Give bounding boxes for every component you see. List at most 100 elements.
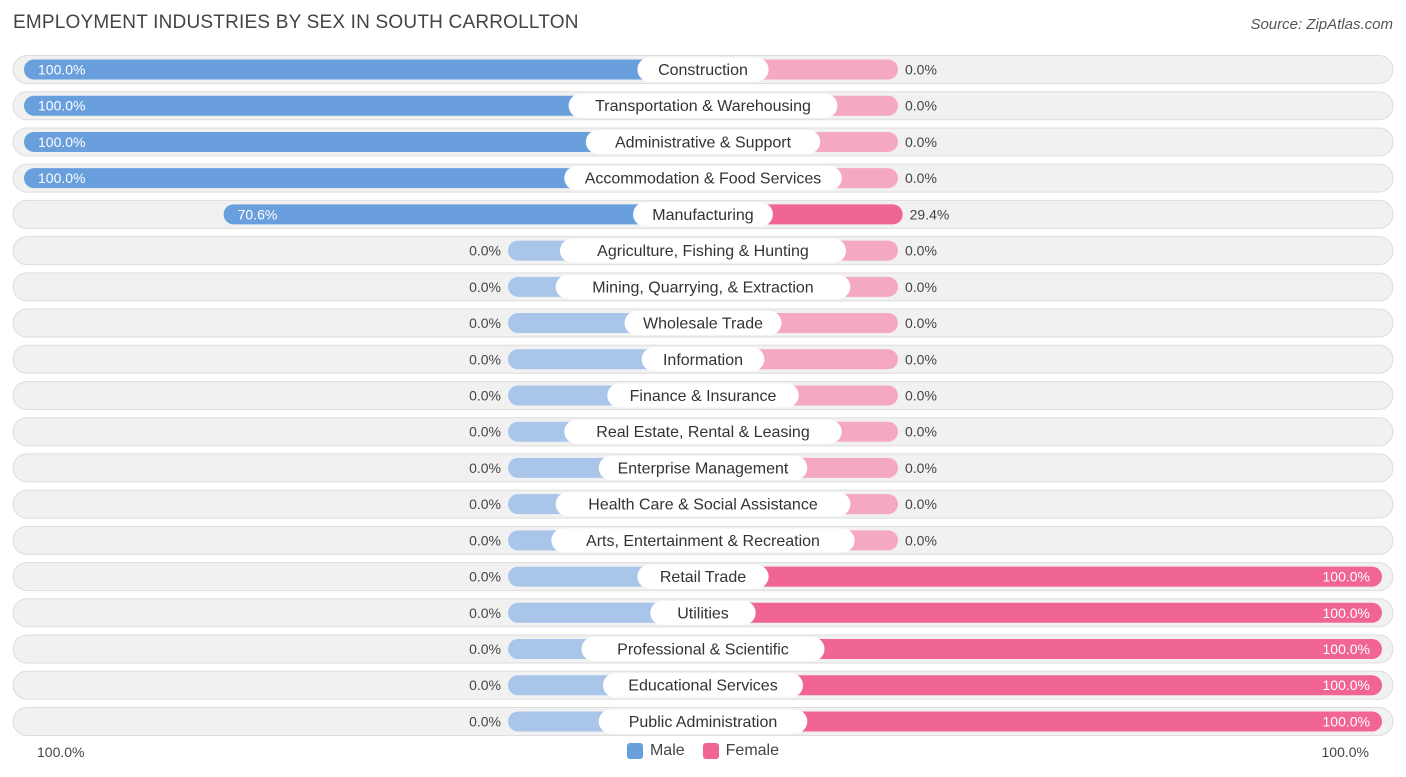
data-label-female: 0.0% (905, 496, 937, 512)
data-label-male: 0.0% (469, 677, 501, 693)
data-label-female: 0.0% (905, 315, 937, 331)
data-label-male: 100.0% (38, 134, 85, 150)
legend-item-female: Female (702, 742, 779, 760)
data-label-female: 0.0% (905, 532, 937, 548)
data-label-male: 0.0% (469, 605, 501, 621)
category-label: Accommodation & Food Services (585, 171, 822, 188)
chart-row: 0.0% 0.0% Real Estate, Rental & Leasing (12, 417, 1394, 447)
data-label-male: 70.6% (238, 206, 278, 222)
category-label: Public Administration (629, 714, 778, 731)
chart-row: 0.0% 0.0% Arts, Entertainment & Recreation (12, 525, 1394, 555)
data-label-female: 0.0% (905, 387, 937, 403)
category-label-pill (637, 564, 769, 589)
chart-row: 0.0% 0.0% Agriculture, Fishing & Hunting (12, 236, 1394, 266)
category-label-pill (641, 347, 765, 372)
data-label-male: 0.0% (469, 279, 501, 295)
category-label-pill (551, 528, 855, 553)
legend-item-male: Male (626, 742, 685, 760)
chart-row: 0.0% 100.0% Retail Trade (12, 562, 1394, 592)
chart-row: 100.0% 0.0% Construction (12, 55, 1394, 84)
bar-female (703, 639, 1382, 660)
data-label-male: 0.0% (469, 387, 501, 403)
bar-male (24, 59, 703, 80)
bar-male (223, 204, 703, 225)
chart-title: EMPLOYMENT INDUSTRIES BY SEX IN SOUTH CA… (13, 12, 579, 33)
data-label-female: 0.0% (905, 170, 937, 186)
category-label-pill (585, 129, 821, 154)
legend-swatch-male (626, 743, 643, 759)
data-label-male: 0.0% (469, 243, 501, 259)
data-label-male: 100.0% (38, 62, 85, 78)
data-label-female: 0.0% (905, 62, 937, 78)
chart-row: 0.0% 100.0% Public Administration (12, 706, 1394, 736)
category-label-pill (598, 709, 808, 734)
axis-right-label: 100.0% (1321, 744, 1369, 760)
chart-row: 100.0% 0.0% Accommodation & Food Services (12, 163, 1394, 193)
legend-swatch-female (702, 743, 719, 759)
category-label-pill (564, 419, 842, 444)
category-label: Manufacturing (652, 207, 753, 224)
category-label-pill (598, 455, 808, 480)
data-label-male: 0.0% (469, 351, 501, 367)
category-label-pill (564, 166, 842, 191)
data-label-female: 100.0% (1323, 713, 1370, 729)
axis-left-label: 100.0% (37, 744, 85, 760)
category-label-pill (633, 202, 773, 227)
category-label-pill (581, 637, 825, 662)
category-label-pill (650, 600, 756, 625)
data-label-male: 100.0% (38, 170, 85, 186)
data-label-male: 100.0% (38, 98, 85, 114)
bar-male (24, 95, 703, 116)
data-label-male: 0.0% (469, 315, 501, 331)
data-label-male: 0.0% (469, 424, 501, 440)
category-label: Real Estate, Rental & Leasing (596, 424, 809, 441)
category-label: Educational Services (628, 678, 777, 695)
chart-row: 100.0% 0.0% Administrative & Support (12, 127, 1394, 157)
category-label-pill (555, 274, 851, 299)
category-label: Finance & Insurance (630, 388, 777, 405)
data-label-female: 0.0% (905, 424, 937, 440)
chart-row: 70.6% 29.4% Manufacturing (12, 199, 1394, 229)
data-label-male: 0.0% (469, 460, 501, 476)
data-label-female: 0.0% (905, 279, 937, 295)
chart-row: 0.0% 0.0% Information (12, 344, 1394, 374)
category-label-pill (603, 673, 803, 698)
category-label-pill (560, 238, 846, 263)
data-label-male: 0.0% (469, 641, 501, 657)
chart-row: 0.0% 0.0% Health Care & Social Assistance (12, 489, 1394, 519)
data-label-female: 100.0% (1323, 641, 1370, 657)
data-label-female: 0.0% (905, 98, 937, 114)
category-label: Mining, Quarrying, & Extraction (592, 279, 813, 296)
bar-female (703, 675, 1382, 696)
data-label-male: 0.0% (469, 496, 501, 512)
data-label-male: 0.0% (469, 713, 501, 729)
chart-row: 0.0% 0.0% Mining, Quarrying, & Extraction (12, 272, 1394, 302)
chart-area: 100.0% 0.0% Construction 100.0% 0.0% Transpor… (12, 55, 1394, 736)
category-label: Health Care & Social Assistance (588, 497, 818, 514)
chart-row: 0.0% 100.0% Educational Services (12, 670, 1394, 700)
category-label: Information (663, 352, 743, 369)
chart-row: 0.0% 100.0% Professional & Scientific (12, 634, 1394, 664)
source-note: Source: ZipAtlas.com (1250, 16, 1393, 33)
bar-male (24, 131, 703, 152)
bar-female (703, 602, 1382, 623)
category-label: Arts, Entertainment & Recreation (586, 533, 820, 550)
category-label: Wholesale Trade (643, 316, 763, 333)
data-label-female: 100.0% (1323, 605, 1370, 621)
data-label-female: 100.0% (1323, 677, 1370, 693)
bar-female (703, 566, 1382, 587)
category-label: Retail Trade (660, 569, 746, 586)
category-label: Utilities (677, 605, 729, 622)
category-label: Enterprise Management (618, 460, 789, 477)
category-label: Professional & Scientific (617, 642, 789, 659)
category-label-pill (555, 492, 851, 517)
bar-female (703, 711, 1382, 732)
chart-row: 0.0% 0.0% Wholesale Trade (12, 308, 1394, 338)
data-label-male: 0.0% (469, 532, 501, 548)
category-label: Administrative & Support (615, 134, 792, 151)
category-label-pill (624, 311, 782, 336)
legend-label-male: Male (649, 742, 685, 759)
chart-row: 100.0% 0.0% Transportation & Warehousing (12, 91, 1394, 121)
category-label-pill (568, 93, 838, 118)
chart-row: 0.0% 100.0% Utilities (12, 598, 1394, 628)
